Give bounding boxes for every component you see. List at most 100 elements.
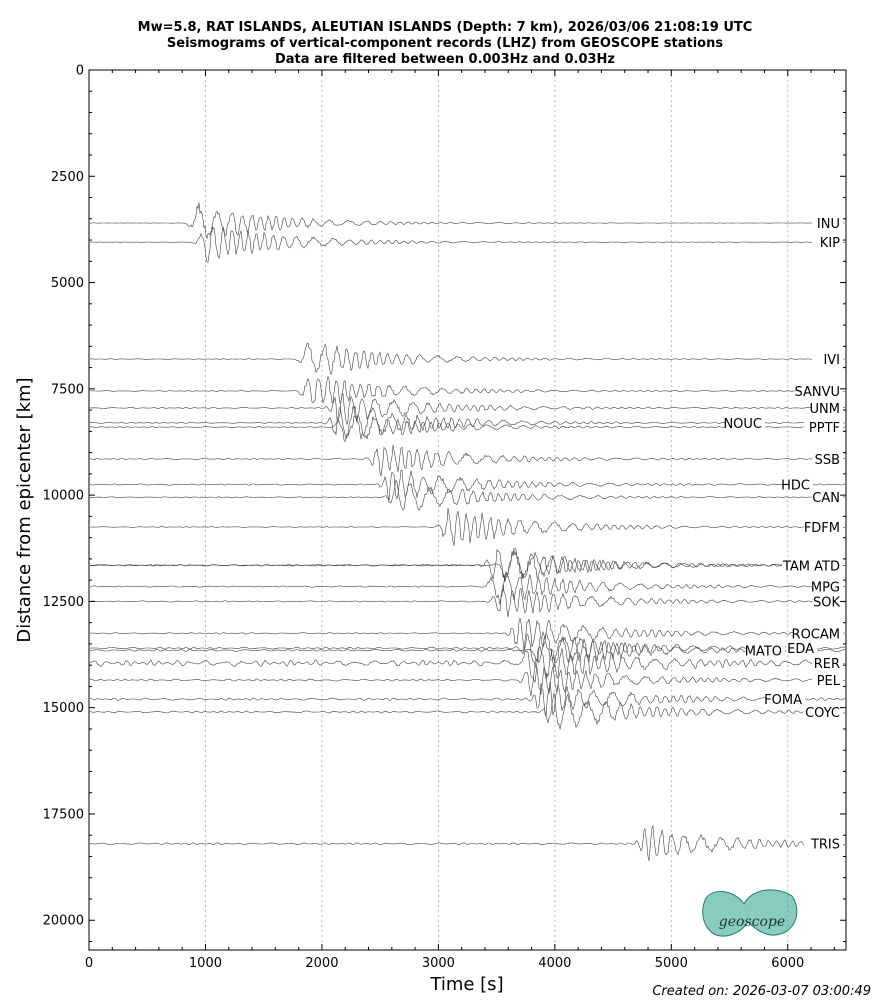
x-tick-label: 0 <box>85 956 93 971</box>
trace-sok <box>89 584 846 618</box>
station-label-bg <box>803 703 843 719</box>
station-label-can: CAN <box>812 491 840 506</box>
chart-title-line-1: Mw=5.8, RAT ISLANDS, ALEUTIAN ISLANDS (D… <box>138 20 753 35</box>
trace-tris <box>89 824 846 861</box>
trace-rer <box>89 646 846 683</box>
y-tick-label: 5000 <box>51 276 84 291</box>
station-label-bg <box>803 835 843 851</box>
x-tick-label: 1000 <box>189 956 222 971</box>
y-tick-label: 12500 <box>43 595 84 610</box>
station-label-atd: ATD <box>814 559 840 574</box>
station-label-bg <box>812 215 843 231</box>
trace-eda <box>89 630 846 668</box>
station-label-nouc: NOUC <box>723 417 762 432</box>
y-tick-label: 10000 <box>43 489 84 504</box>
x-tick-label: 5000 <box>655 956 688 971</box>
trace-kip <box>89 226 845 263</box>
y-tick-label: 2500 <box>51 170 84 185</box>
trace-inu <box>90 202 845 239</box>
station-label-rer: RER <box>814 657 840 672</box>
station-label-bg <box>812 450 843 466</box>
station-label-bg <box>795 382 843 398</box>
station-label-foma: FOMA <box>764 693 802 708</box>
creation-timestamp: Created on: 2026-03-07 03:00:49 <box>652 984 871 999</box>
station-label-mpg: MPG <box>811 581 840 596</box>
station-label-eda: EDA <box>787 642 814 657</box>
trace-mpg <box>89 571 846 605</box>
x-tick-label: 4000 <box>538 956 571 971</box>
station-label-sok: SOK <box>813 595 840 610</box>
chart-title-line-2: Seismograms of vertical-component record… <box>167 36 723 51</box>
geoscope-logo: geoscope <box>702 889 798 937</box>
station-label-bg <box>782 557 813 573</box>
x-tick-label: 6000 <box>771 956 804 971</box>
y-axis-ticks: 0 2500 5000 7500 10000 12500 15000 17500 20000 <box>43 64 846 942</box>
y-tick-label: 15000 <box>43 701 84 716</box>
trace-pptf <box>89 414 846 443</box>
chart-title-line-3: Data are filtered between 0.003Hz and 0.… <box>275 52 615 67</box>
station-label-bg <box>812 578 843 594</box>
station-label-pel: PEL <box>817 674 841 689</box>
trace-mato <box>89 632 846 668</box>
trace-group <box>89 202 846 861</box>
station-label-pptf: PPTF <box>809 421 840 436</box>
station-label-sanvu: SANVU <box>794 385 840 400</box>
station-label-inu: INU <box>817 217 840 232</box>
trace-sanvu <box>89 375 846 404</box>
station-label-bg <box>812 593 843 609</box>
station-label-bg <box>786 640 817 656</box>
trace-coyc <box>89 693 845 730</box>
x-axis-label: Time [s] <box>429 974 503 995</box>
station-label-hdc: HDC <box>781 478 810 493</box>
logo-text: geoscope <box>719 914 785 930</box>
station-label-bg <box>812 234 843 250</box>
station-label-tris: TRIS <box>810 838 840 853</box>
station-label-bg <box>812 489 843 505</box>
station-label-bg <box>795 625 843 641</box>
trace-rocam <box>89 617 846 651</box>
station-label-unm: UNM <box>810 402 840 417</box>
station-label-bg <box>803 519 843 535</box>
y-tick-label: 7500 <box>51 382 84 397</box>
station-label-ssb: SSB <box>815 453 840 468</box>
station-label-mato: MATO <box>745 644 782 659</box>
trace-fdfm <box>90 507 846 546</box>
y-tick-label: 20000 <box>43 914 84 929</box>
station-label-bg <box>812 351 843 367</box>
y-tick-label: 17500 <box>43 807 84 822</box>
y-tick-label: 0 <box>76 64 84 79</box>
y-axis-label: Distance from epicenter [km] <box>14 377 35 642</box>
station-label-rocam: ROCAM <box>792 627 840 642</box>
station-label-bg <box>812 557 843 573</box>
trace-unm <box>90 392 846 426</box>
station-label-bg <box>812 655 843 671</box>
trace-foma <box>89 682 846 717</box>
station-label-bg <box>765 691 805 707</box>
trace-ivi <box>89 342 846 376</box>
x-axis-ticks: 0 1000 2000 3000 4000 5000 6000 <box>85 70 835 971</box>
station-label-bg <box>812 399 843 415</box>
station-label-bg <box>745 642 785 658</box>
trace-can <box>89 479 846 511</box>
station-label-ivi: IVI <box>823 353 840 368</box>
trace-hdc <box>89 469 846 501</box>
x-tick-label: 2000 <box>305 956 338 971</box>
station-label-bg <box>812 672 843 688</box>
station-label-fdfm: FDFM <box>804 521 840 536</box>
logo-globe-shape <box>702 889 798 937</box>
station-label-coyc: COYC <box>805 706 840 721</box>
trace-pel <box>89 666 846 697</box>
plot-frame <box>88 69 847 951</box>
station-label-bg <box>725 414 765 430</box>
x-grid <box>205 70 789 950</box>
station-label-kip: KIP <box>820 236 840 251</box>
trace-atd <box>89 547 846 582</box>
station-label-bg <box>782 476 813 492</box>
trace-ssb <box>89 444 846 477</box>
station-label-bg <box>803 419 843 435</box>
trace-nouc <box>90 405 846 440</box>
x-tick-label: 3000 <box>422 956 455 971</box>
station-label-tam: TAM <box>782 559 810 574</box>
